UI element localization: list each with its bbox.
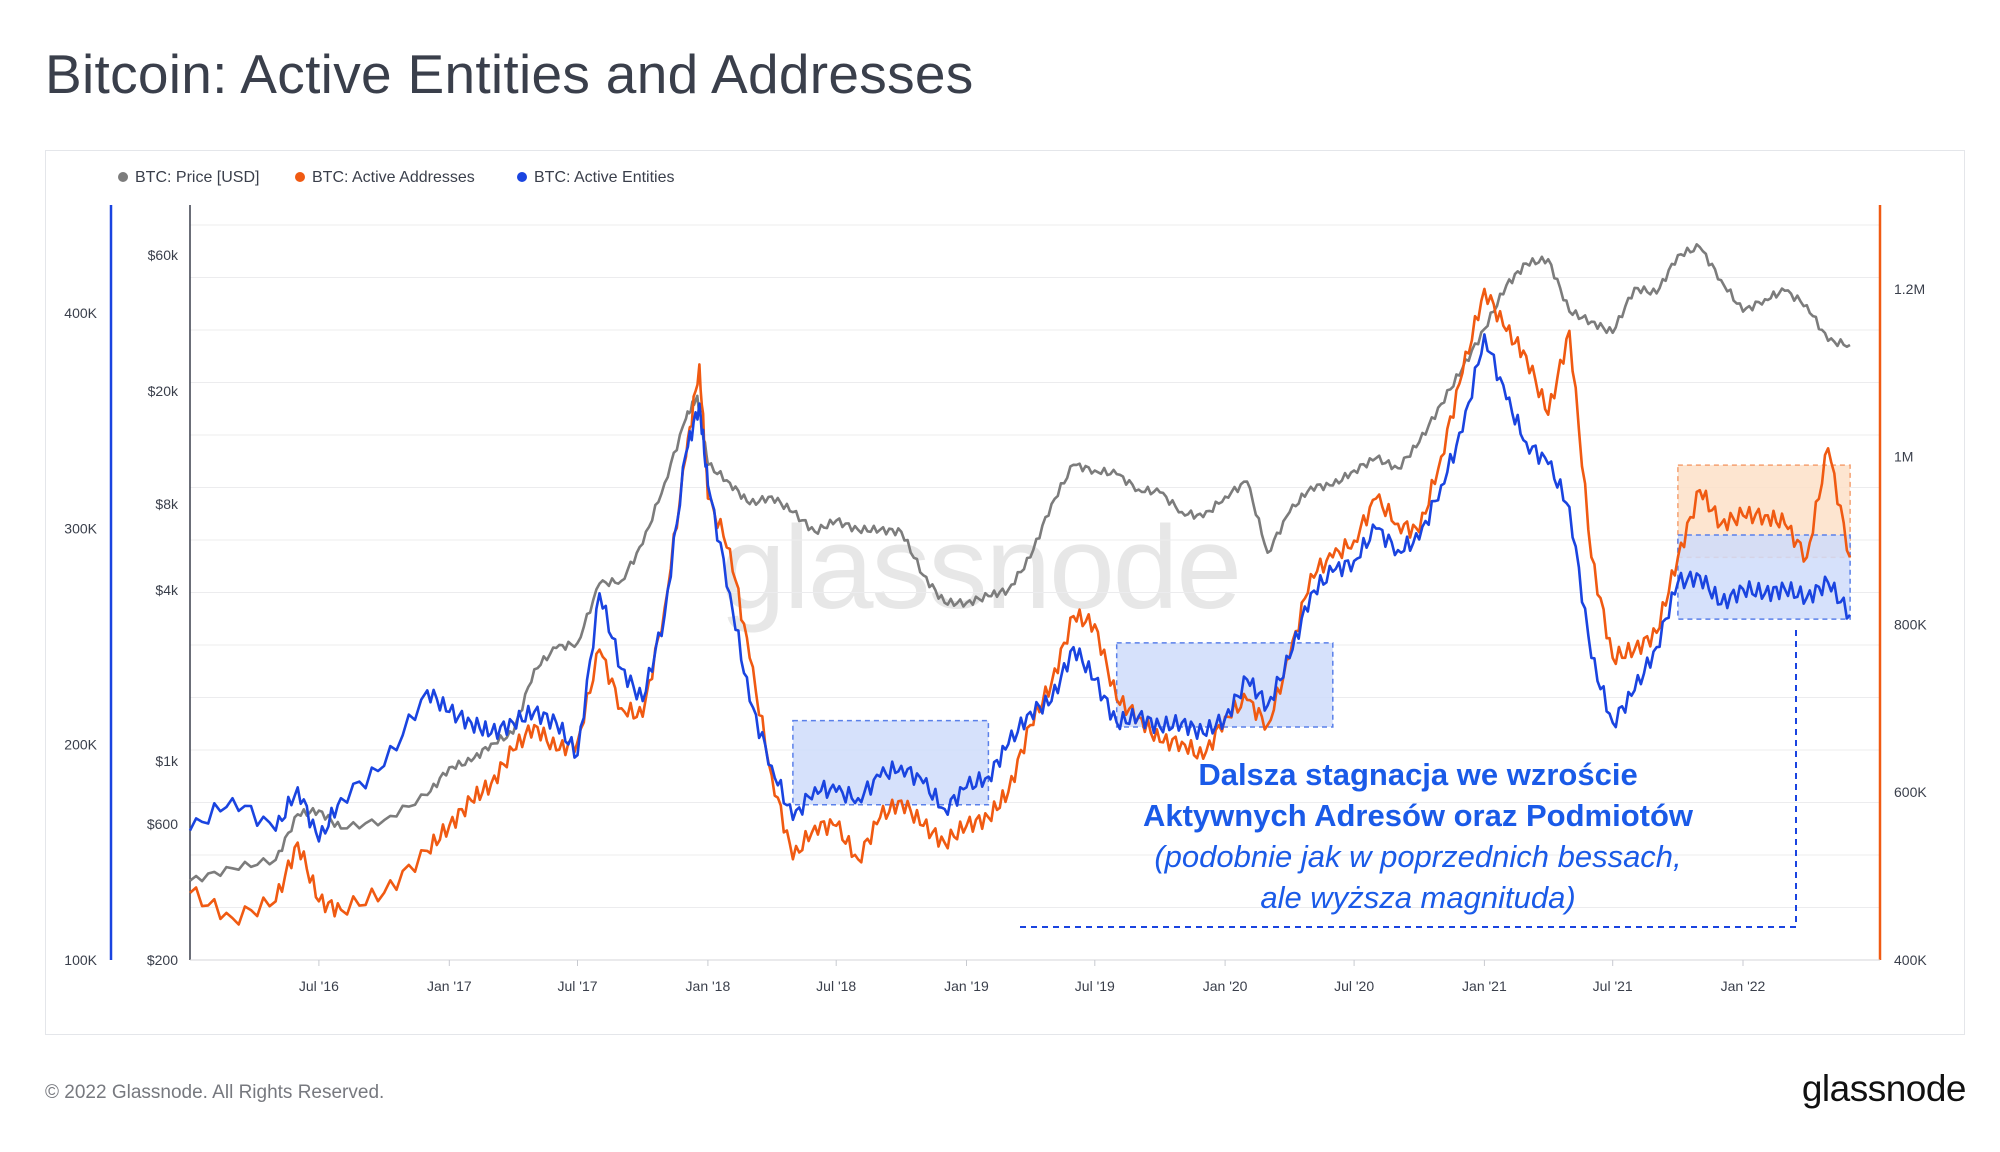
y-axis-entities-ticks: 100K 200K 300K 400K (64, 305, 97, 968)
y-tick-label-price: $60k (148, 247, 179, 263)
y-tick-label-price: $600 (147, 816, 178, 832)
x-tick-label: Jul '20 (1334, 978, 1374, 994)
legend-label-price[interactable]: BTC: Price [USD] (135, 169, 259, 186)
legend-swatch-entities (517, 172, 527, 182)
legend-swatch-price (118, 172, 128, 182)
series-line-price (189, 243, 1851, 883)
page-title: Bitcoin: Active Entities and Addresses (45, 43, 974, 105)
x-axis-ticks: Jul '16 Jan '17 Jul '17 Jan '18 Jul '18 Jan '… (299, 960, 1766, 994)
y-tick-label-entities: 400K (64, 305, 97, 321)
series-line-addresses (189, 287, 1852, 926)
x-tick-label: Jan '21 (1462, 978, 1507, 994)
x-tick-label: Jan '19 (944, 978, 989, 994)
series-lines (188, 243, 1852, 926)
annotation-line-3: (podobnie jak w poprzednich bessach, (1154, 839, 1681, 874)
annotation: Dalsza stagnacja we wzroście Aktywnych A… (1143, 757, 1694, 915)
y-tick-label-addresses: 1.2M (1894, 281, 1925, 297)
x-tick-label: Jan '17 (427, 978, 472, 994)
footer-copyright: © 2022 Glassnode. All Rights Reserved. (45, 1082, 385, 1103)
y-tick-label-price: $1k (155, 753, 179, 769)
glassnode-logo[interactable]: glassnode (1801, 1068, 1967, 1109)
y-tick-label-price: $20k (148, 383, 179, 399)
x-tick-label: Jul '17 (557, 978, 597, 994)
y-axis-price-ticks: $200 $600 $1k $4k $8k $20k $60k (147, 247, 179, 968)
annotation-line-1: Dalsza stagnacja we wzroście (1198, 757, 1637, 792)
y-tick-label-price: $8k (155, 496, 179, 512)
y-tick-label-entities: 100K (64, 952, 97, 968)
annotation-line-2: Aktywnych Adresów oraz Podmiotów (1143, 798, 1694, 833)
y-tick-label-addresses: 1M (1894, 449, 1913, 465)
y-tick-label-price: $200 (147, 952, 178, 968)
annotation-line-4: ale wyższa magnituda) (1260, 880, 1575, 915)
legend-swatch-addresses (295, 172, 305, 182)
y-tick-label-addresses: 400K (1894, 952, 1927, 968)
chart-legend[interactable]: BTC: Price [USD] BTC: Active Addresses B… (118, 169, 675, 186)
y-tick-label-entities: 200K (64, 736, 97, 752)
grid-lines (190, 224, 1880, 961)
watermark-text: glassnode (720, 502, 1240, 634)
x-tick-label: Jul '19 (1075, 978, 1115, 994)
y-axis-addresses-ticks: 400K 600K 800K 1M 1.2M (1894, 281, 1927, 968)
chart-frame (45, 150, 1965, 1035)
legend-label-entities[interactable]: BTC: Active Entities (534, 169, 675, 186)
y-tick-label-addresses: 800K (1894, 616, 1927, 632)
shaded-range-blue (1115, 642, 1334, 728)
x-tick-label: Jul '18 (816, 978, 856, 994)
x-tick-label: Jan '20 (1203, 978, 1248, 994)
x-tick-label: Jul '16 (299, 978, 339, 994)
y-tick-label-price: $4k (155, 582, 179, 598)
x-tick-label: Jul '21 (1593, 978, 1633, 994)
y-tick-label-addresses: 600K (1894, 784, 1927, 800)
x-tick-label: Jan '18 (686, 978, 731, 994)
legend-label-addresses[interactable]: BTC: Active Addresses (312, 169, 475, 186)
annotation-leader (1020, 628, 1797, 928)
y-tick-label-entities: 300K (64, 521, 97, 537)
series-line-entities (188, 333, 1851, 843)
x-tick-label: Jan '22 (1721, 978, 1766, 994)
